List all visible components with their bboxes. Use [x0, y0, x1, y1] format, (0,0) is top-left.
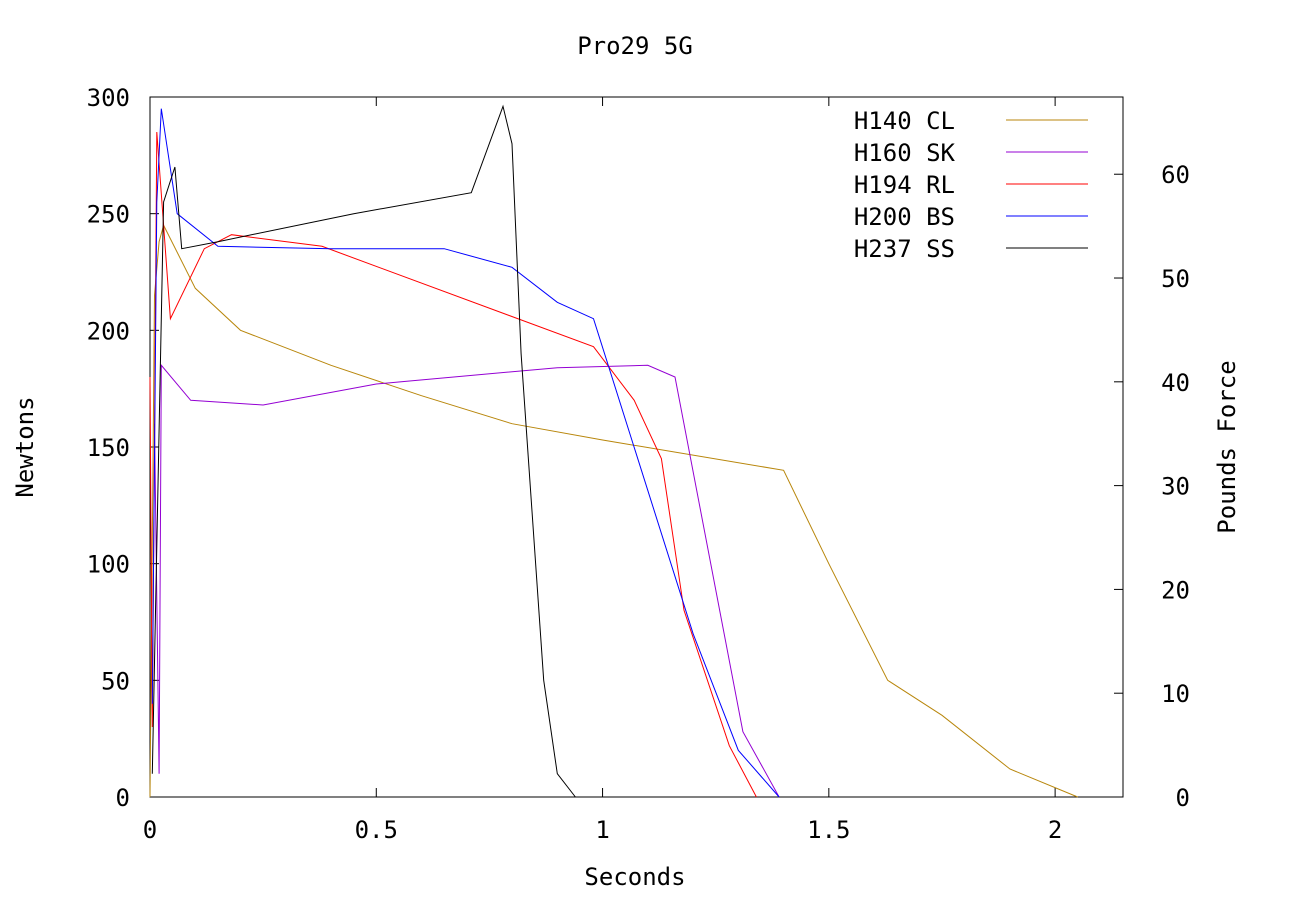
- y2-axis: 0 10 20 30 40 50 60: [1114, 161, 1190, 812]
- x-axis-title: Seconds: [584, 863, 685, 891]
- y2-tick-label: 60: [1161, 161, 1190, 189]
- y2-tick-label: 0: [1176, 784, 1190, 812]
- y2-tick-label: 40: [1161, 369, 1190, 397]
- series-line-h200-bs: [151, 108, 780, 798]
- y-tick-label: 150: [87, 434, 130, 462]
- legend-label-h237-ss: H237 SS: [854, 235, 955, 263]
- legend-label-h160-sk: H160 SK: [854, 139, 956, 167]
- y-tick-label: 200: [87, 317, 130, 345]
- y-tick-label: 300: [87, 84, 130, 112]
- series-lines: [149, 104, 1078, 798]
- chart-title: Pro29 5G: [577, 32, 693, 60]
- legend-label-h200-bs: H200 BS: [854, 203, 955, 231]
- x-axis: 0 0.5 1 1.5 2: [143, 97, 1062, 844]
- y-tick-label: 50: [101, 667, 130, 695]
- legend: H140 CL H160 SK H194 RL H200 BS H237 SS: [854, 107, 1088, 263]
- y-tick-label: 250: [87, 201, 130, 229]
- x-tick-label: 1.5: [807, 816, 850, 844]
- y-axis: 0 50 100 150 200 250 300: [87, 84, 159, 812]
- y-tick-label: 100: [87, 551, 130, 579]
- y2-tick-label: 50: [1161, 265, 1190, 293]
- series-line-h237-ss: [151, 104, 576, 798]
- x-tick-label: 2: [1048, 816, 1062, 844]
- y2-axis-title: Pounds Force: [1213, 360, 1241, 533]
- x-tick-label: 0: [143, 816, 157, 844]
- legend-label-h194-rl: H194 RL: [854, 171, 955, 199]
- series-line-h140-cl: [149, 223, 1078, 798]
- plot-frame: [149, 96, 1124, 798]
- y-axis-title: Newtons: [11, 396, 39, 497]
- y2-tick-label: 30: [1161, 473, 1190, 501]
- y2-tick-label: 10: [1161, 680, 1190, 708]
- series-line-h194-rl: [149, 131, 757, 798]
- x-tick-label: 0.5: [355, 816, 398, 844]
- legend-label-h140-cl: H140 CL: [854, 107, 955, 135]
- series-line-h160-sk: [154, 363, 780, 798]
- y2-tick-label: 20: [1161, 576, 1190, 604]
- y-tick-label: 0: [116, 784, 130, 812]
- x-tick-label: 1: [595, 816, 609, 844]
